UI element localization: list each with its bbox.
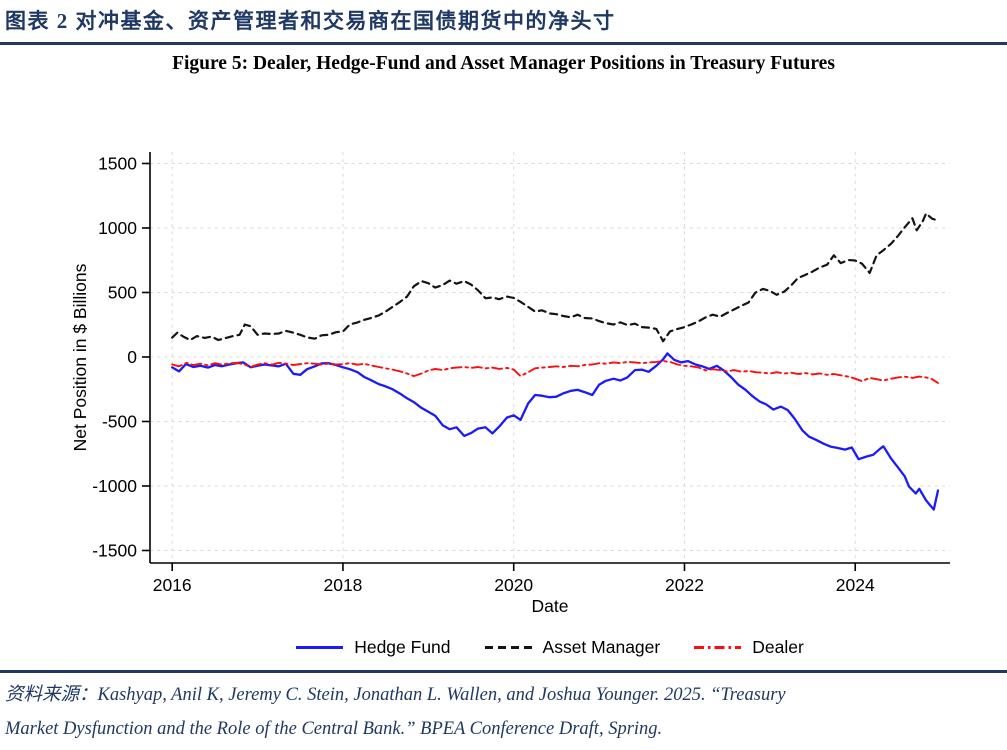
svg-text:2022: 2022 — [665, 575, 704, 595]
source-line-1: 资料来源：Kashyap, Anil K, Jeremy C. Stein, J… — [5, 685, 786, 705]
legend-label-hedge-fund: Hedge Fund — [354, 636, 451, 657]
svg-text:2018: 2018 — [323, 575, 362, 595]
legend-label-dealer: Dealer — [752, 636, 804, 657]
chart-canvas: -1500 -1000 -500 0 500 1000 1500 2016 2018 2020 20… — [70, 152, 950, 616]
asset-manager-line-sample — [484, 645, 532, 649]
legend-item-asset-manager: Asset Manager — [484, 636, 661, 658]
page-title-chinese: 图表 2 对冲基金、资产管理者和交易商在国债期货中的净头寸 — [5, 9, 616, 33]
svg-text:500: 500 — [108, 282, 137, 302]
svg-text:0: 0 — [127, 347, 137, 367]
top-divider — [0, 42, 1007, 45]
source-line-2: Market Dysfunction and the Role of the C… — [5, 719, 663, 739]
svg-text:-1500: -1500 — [92, 540, 137, 560]
svg-text:2016: 2016 — [153, 575, 192, 595]
svg-text:Net Position in $ Billions: Net Position in $ Billions — [70, 263, 90, 451]
svg-text:-500: -500 — [102, 411, 137, 431]
dealer-line-sample — [694, 645, 742, 649]
hedge-fund-line-sample — [296, 645, 344, 649]
svg-text:1000: 1000 — [98, 218, 137, 238]
svg-text:2020: 2020 — [494, 575, 533, 595]
legend-label-asset-manager: Asset Manager — [542, 636, 661, 657]
chart-legend: Hedge Fund Asset Manager Dealer — [150, 633, 950, 661]
svg-text:1500: 1500 — [98, 153, 137, 173]
legend-item-dealer: Dealer — [694, 637, 804, 658]
bottom-divider — [0, 670, 1007, 673]
svg-text:2024: 2024 — [836, 575, 875, 595]
figure-title: Figure 5: Dealer, Hedge-Fund and Asset M… — [172, 53, 835, 74]
chart-area: -1500 -1000 -500 0 500 1000 1500 2016 2018 2020 20… — [0, 95, 1007, 630]
svg-text:-1000: -1000 — [92, 476, 137, 496]
source-citation: 资料来源：Kashyap, Anil K, Jeremy C. Stein, J… — [5, 678, 1003, 746]
legend-item-hedge-fund: Hedge Fund — [296, 636, 451, 658]
svg-text:Date: Date — [532, 596, 569, 616]
